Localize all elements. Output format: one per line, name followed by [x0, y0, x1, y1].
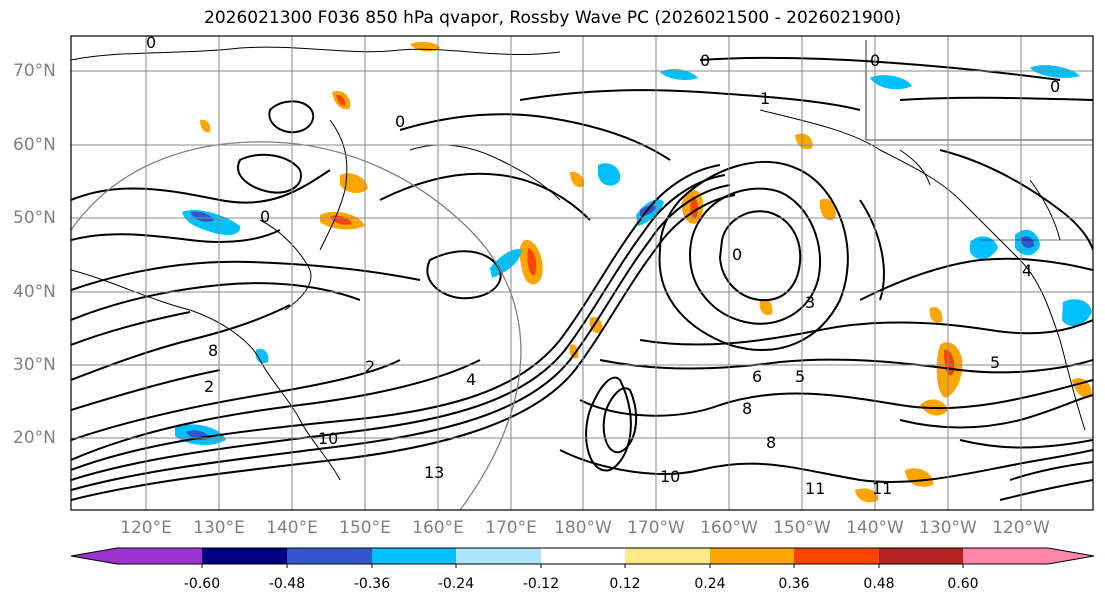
colorbar-tick-label: 0.36 — [778, 576, 810, 592]
colorbar-tick-label: -0.12 — [522, 576, 560, 592]
positive-anomaly — [200, 119, 211, 133]
contour-label: 4 — [1022, 261, 1032, 280]
positive-anomaly — [570, 171, 585, 188]
lon-label: 170°W — [627, 518, 685, 538]
negative-anomaly — [660, 69, 698, 80]
chart-title: 2026021300 F036 850 hPa qvapor, Rossby W… — [204, 8, 901, 28]
contour-label: 5 — [795, 367, 805, 386]
contour-label: 11 — [805, 479, 825, 498]
lat-label: 30°N — [13, 355, 56, 375]
colorbar-tick-label: -0.60 — [183, 576, 221, 592]
colorbar-segment — [879, 548, 963, 564]
contour-label: 13 — [424, 463, 444, 482]
lon-label: 170°E — [485, 518, 537, 538]
contour-label: 8 — [742, 399, 752, 418]
colorbar-segment — [71, 548, 202, 564]
lon-label: 120°W — [992, 518, 1050, 538]
contour-label: 0 — [700, 51, 710, 70]
contour-label: 2 — [365, 357, 375, 376]
colorbar-segment — [456, 548, 541, 564]
positive-anomaly — [1072, 377, 1092, 398]
negative-anomaly — [598, 163, 621, 186]
lat-label: 50°N — [13, 208, 56, 228]
contour-label: 0 — [870, 51, 880, 70]
contour-label: 2 — [204, 377, 214, 396]
lon-label: 150°E — [339, 518, 391, 538]
contour-label: 0 — [395, 112, 405, 131]
colorbar-segment — [372, 548, 456, 564]
contour-label: 11 — [872, 479, 892, 498]
negative-anomaly — [870, 75, 912, 90]
lat-label: 20°N — [13, 428, 56, 448]
lon-label: 120°E — [120, 518, 172, 538]
lon-label: 180°W — [554, 518, 612, 538]
lat-label: 60°N — [13, 135, 56, 155]
lon-label: 160°W — [700, 518, 758, 538]
lon-label: 130°E — [193, 518, 245, 538]
lon-label: 140°E — [266, 518, 318, 538]
anomaly-fills — [175, 41, 1092, 503]
contour-label: 4 — [466, 370, 476, 389]
positive-anomaly — [819, 198, 836, 221]
positive-anomaly — [336, 94, 346, 106]
colorbar-tick-label: -0.24 — [437, 576, 475, 592]
negative-anomaly — [1020, 236, 1034, 248]
lat-label: 70°N — [13, 61, 56, 81]
colorbar-segment — [710, 548, 794, 564]
lon-label: 140°W — [846, 518, 904, 538]
lon-label: 160°E — [412, 518, 464, 538]
colorbar-tick-label: 0.24 — [694, 576, 726, 592]
lon-label: 130°W — [919, 518, 977, 538]
contour-label: 10 — [660, 467, 680, 486]
negative-anomaly — [490, 249, 522, 278]
colorbar-segment — [541, 548, 625, 564]
colorbar-segment — [963, 548, 1094, 564]
contour-label: 0 — [146, 33, 156, 52]
colorbar-tick-label: -0.48 — [268, 576, 306, 592]
contour-label: 6 — [752, 367, 762, 386]
positive-anomaly — [759, 298, 773, 316]
positive-anomaly — [855, 488, 879, 503]
map-frame — [70, 35, 1094, 511]
positive-anomaly — [929, 306, 943, 324]
contour-lines — [71, 56, 1093, 501]
negative-anomaly — [970, 236, 998, 260]
contour-label: 8 — [208, 341, 218, 360]
colorbar-tick-label: 0.12 — [609, 576, 641, 592]
colorbar-segment — [202, 548, 287, 564]
contour-label-group: 0 0 0 0 1 0 0 0 2 2 3 4 5 6 8 10 10 11 1… — [146, 33, 1060, 498]
colorbar-ticks — [201, 564, 964, 568]
colorbar-segment — [287, 548, 372, 564]
colorbar-tick-label: -0.36 — [353, 576, 391, 592]
positive-anomaly — [340, 173, 368, 194]
colorbar-segment — [625, 548, 710, 564]
colorbar-segment — [794, 548, 879, 564]
colorbar-tick-label: 0.60 — [947, 576, 979, 592]
positive-anomaly — [569, 344, 579, 359]
contour-label: 0 — [260, 207, 270, 226]
negative-anomaly — [190, 211, 214, 222]
great-circle-arc — [71, 141, 522, 510]
contour-label: 10 — [318, 429, 338, 448]
contour-label: 8 — [766, 433, 776, 452]
contour-label: 1 — [760, 89, 770, 108]
contour-label: 5 — [990, 353, 1000, 372]
lat-label: 40°N — [13, 282, 56, 302]
negative-anomaly — [1062, 299, 1092, 327]
positive-anomaly — [589, 316, 603, 334]
contour-label: 0 — [1050, 77, 1060, 96]
positive-anomaly — [527, 248, 537, 276]
contour-label: 3 — [805, 293, 815, 312]
contour-label: 0 — [732, 245, 742, 264]
negative-anomaly — [255, 348, 269, 364]
map-layers: 0 0 0 0 1 0 0 0 2 2 3 4 5 6 8 10 10 11 1… — [71, 33, 1093, 510]
lon-label: 150°W — [773, 518, 831, 538]
colorbar-tick-label: 0.48 — [863, 576, 895, 592]
negative-anomaly — [1030, 65, 1080, 78]
colorbar-outline — [70, 547, 1095, 565]
gridlines — [71, 36, 1093, 510]
